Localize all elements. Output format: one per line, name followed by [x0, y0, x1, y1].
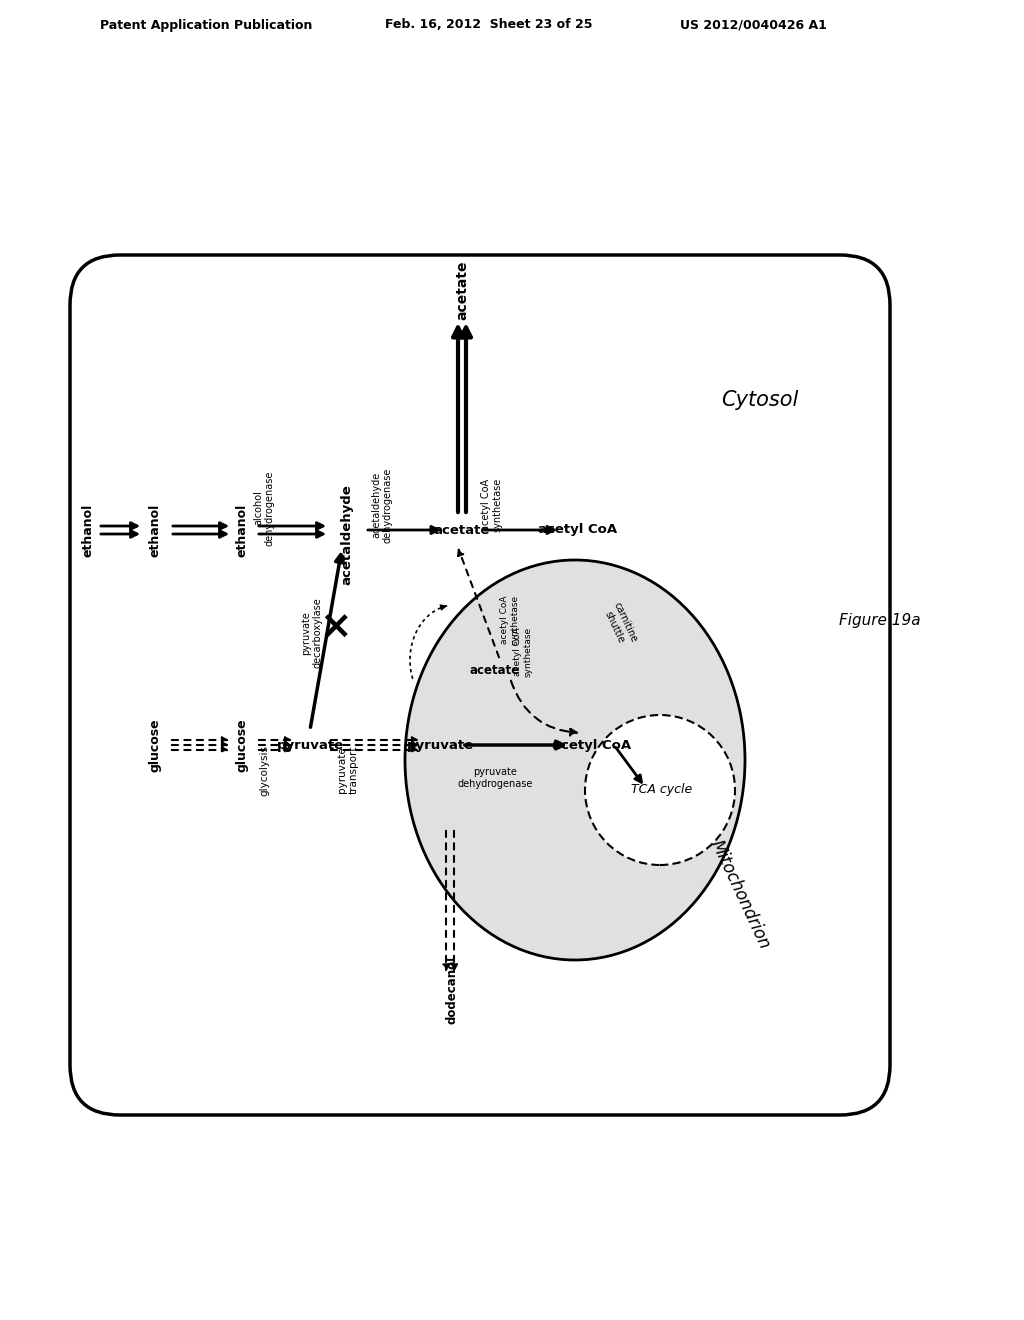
Text: acetyl CoA
synthetase: acetyl CoA synthetase [501, 595, 520, 645]
Text: ×: × [318, 609, 351, 647]
Text: dodecanol: dodecanol [445, 956, 459, 1024]
Text: ethanol: ethanol [236, 503, 249, 557]
Text: acetyl CoA: acetyl CoA [539, 524, 617, 536]
Text: acetyl CoA
synthetase: acetyl CoA synthetase [513, 627, 532, 677]
Text: Cytosol: Cytosol [721, 389, 799, 411]
Text: Mitochondrion: Mitochondrion [707, 837, 773, 953]
Text: Feb. 16, 2012  Sheet 23 of 25: Feb. 16, 2012 Sheet 23 of 25 [385, 18, 593, 32]
Ellipse shape [406, 560, 745, 960]
Text: pyruvate: pyruvate [276, 738, 344, 751]
Text: pyruvate: pyruvate [407, 738, 473, 751]
Text: Figure 19a: Figure 19a [840, 612, 921, 627]
Text: ethanol: ethanol [82, 503, 94, 557]
Text: TCA cycle: TCA cycle [632, 784, 692, 796]
Text: acetate: acetate [434, 524, 490, 536]
Text: glucose: glucose [236, 718, 249, 772]
Text: US 2012/0040426 A1: US 2012/0040426 A1 [680, 18, 826, 32]
Text: Patent Application Publication: Patent Application Publication [100, 18, 312, 32]
Text: acetyl CoA
synthetase: acetyl CoA synthetase [481, 478, 503, 532]
Text: pyruvate
dehydrogenase: pyruvate dehydrogenase [458, 767, 532, 788]
Text: pyruvate
transport: pyruvate transport [337, 746, 358, 795]
Text: carnitine
shuttle: carnitine shuttle [601, 601, 639, 649]
Ellipse shape [585, 715, 735, 865]
Text: acetyl CoA: acetyl CoA [552, 738, 632, 751]
FancyBboxPatch shape [70, 255, 890, 1115]
Text: acetate: acetate [455, 260, 469, 319]
Text: alcohol
dehydrogenase: alcohol dehydrogenase [253, 470, 274, 545]
Text: acetate: acetate [470, 664, 520, 676]
Text: pyruvate
decarboxylase: pyruvate decarboxylase [301, 598, 323, 668]
Text: glycolysis: glycolysis [259, 744, 269, 796]
Text: acetaldehyde: acetaldehyde [341, 484, 353, 585]
Text: glucose: glucose [148, 718, 162, 772]
Text: ethanol: ethanol [148, 503, 162, 557]
Text: acetaldehyde
dehydrogenase: acetaldehyde dehydrogenase [371, 467, 393, 543]
